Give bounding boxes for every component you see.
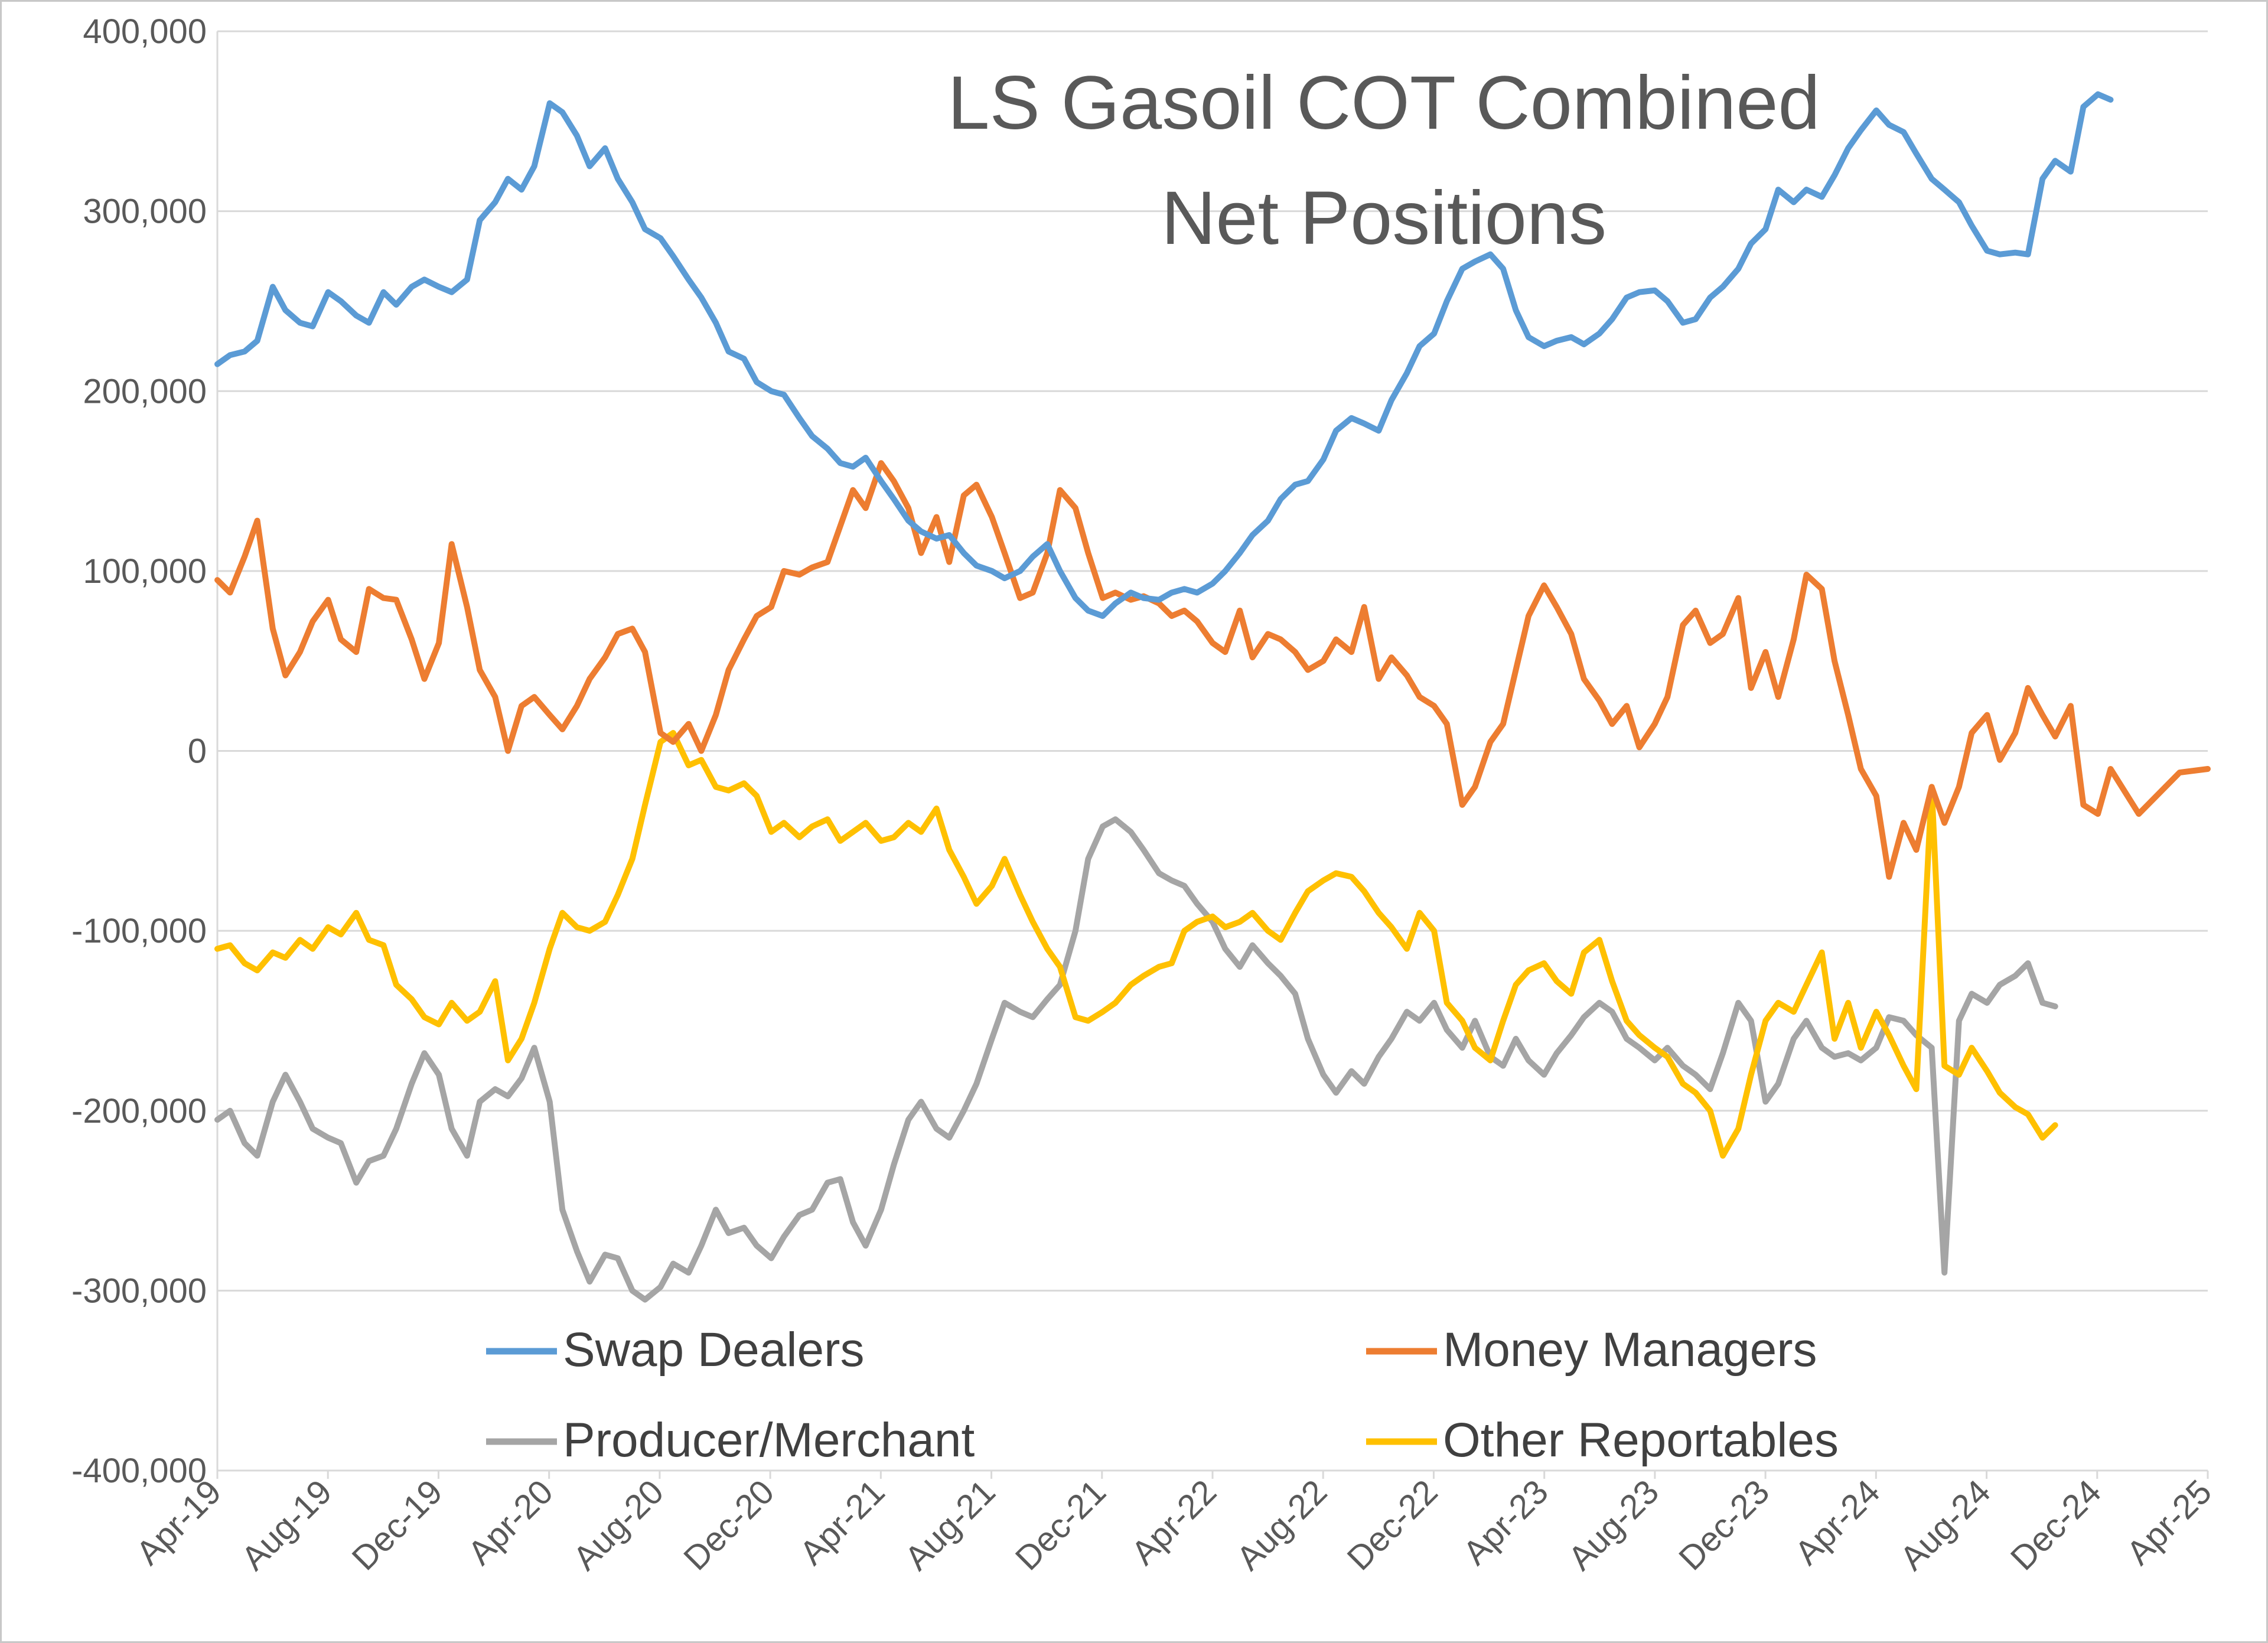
legend-item-swap-dealers: Swap Dealers xyxy=(486,1323,864,1377)
x-tick-label: Dec-20 xyxy=(676,1472,781,1577)
x-tick-label: Dec-23 xyxy=(1671,1472,1777,1577)
legend: Swap Dealers Money Managers Producer/Mer… xyxy=(486,1323,1839,1467)
x-axis-tick-labels: Apr-19 Aug-19 Dec-19 Apr-20 Aug-20 Dec-20 Apr-… xyxy=(129,1472,2219,1577)
chart-title-line-2: Net Positions xyxy=(1161,176,1606,260)
series-lines xyxy=(214,91,2211,1303)
x-tick-label: Dec-21 xyxy=(1008,1472,1113,1577)
x-tick-label: Apr-25 xyxy=(2119,1472,2219,1572)
y-tick-label: 200,000 xyxy=(83,372,207,410)
legend-label-producer-merchant: Producer/Merchant xyxy=(563,1413,975,1467)
x-tick-label: Apr-21 xyxy=(792,1472,892,1572)
y-tick-label: -200,000 xyxy=(71,1092,207,1130)
y-tick-label: 0 xyxy=(188,732,207,771)
x-tick-label: Dec-24 xyxy=(2003,1472,2109,1577)
series-line-producer-merchant xyxy=(214,816,2058,1303)
x-tick-label: Aug-19 xyxy=(234,1472,339,1577)
x-tick-label: Dec-22 xyxy=(1340,1472,1445,1577)
y-tick-label: 400,000 xyxy=(83,12,207,51)
legend-label-money-managers: Money Managers xyxy=(1443,1323,1817,1377)
legend-label-swap-dealers: Swap Dealers xyxy=(563,1323,864,1377)
y-axis-tick-labels: 400,000 300,000 200,000 100,000 0 -100,000 -20… xyxy=(71,12,207,1490)
legend-item-other-reportables: Other Reportables xyxy=(1366,1413,1839,1467)
chart-title: LS Gasoil COT Combined Net Positions xyxy=(947,61,1820,260)
legend-label-other-reportables: Other Reportables xyxy=(1443,1413,1839,1467)
series-line-other-reportables xyxy=(214,730,2058,1159)
x-tick-label: Aug-21 xyxy=(898,1472,1003,1577)
series-line-money-managers xyxy=(214,460,2211,880)
chart-title-line-1: LS Gasoil COT Combined xyxy=(947,61,1820,145)
y-tick-label: 100,000 xyxy=(83,552,207,591)
x-tick-label: Aug-22 xyxy=(1229,1472,1334,1577)
x-tick-label: Apr-20 xyxy=(461,1472,561,1572)
series-line-swap-dealers xyxy=(214,91,2114,619)
x-tick-label: Apr-22 xyxy=(1124,1472,1224,1572)
x-tick-label: Apr-23 xyxy=(1456,1472,1556,1572)
x-tick-label: Dec-19 xyxy=(344,1472,449,1577)
legend-item-producer-merchant: Producer/Merchant xyxy=(486,1413,975,1467)
x-tick-label: Apr-24 xyxy=(1787,1472,1887,1572)
x-tick-label: Aug-20 xyxy=(566,1472,671,1577)
y-tick-label: 300,000 xyxy=(83,193,207,231)
y-tick-label: -300,000 xyxy=(71,1272,207,1310)
x-tick-label: Aug-24 xyxy=(1893,1472,1998,1577)
x-tick-label: Aug-23 xyxy=(1561,1472,1666,1577)
y-tick-label: -400,000 xyxy=(71,1452,207,1490)
y-tick-label: -100,000 xyxy=(71,912,207,950)
axes xyxy=(216,31,2209,1479)
legend-item-money-managers: Money Managers xyxy=(1366,1323,1817,1377)
